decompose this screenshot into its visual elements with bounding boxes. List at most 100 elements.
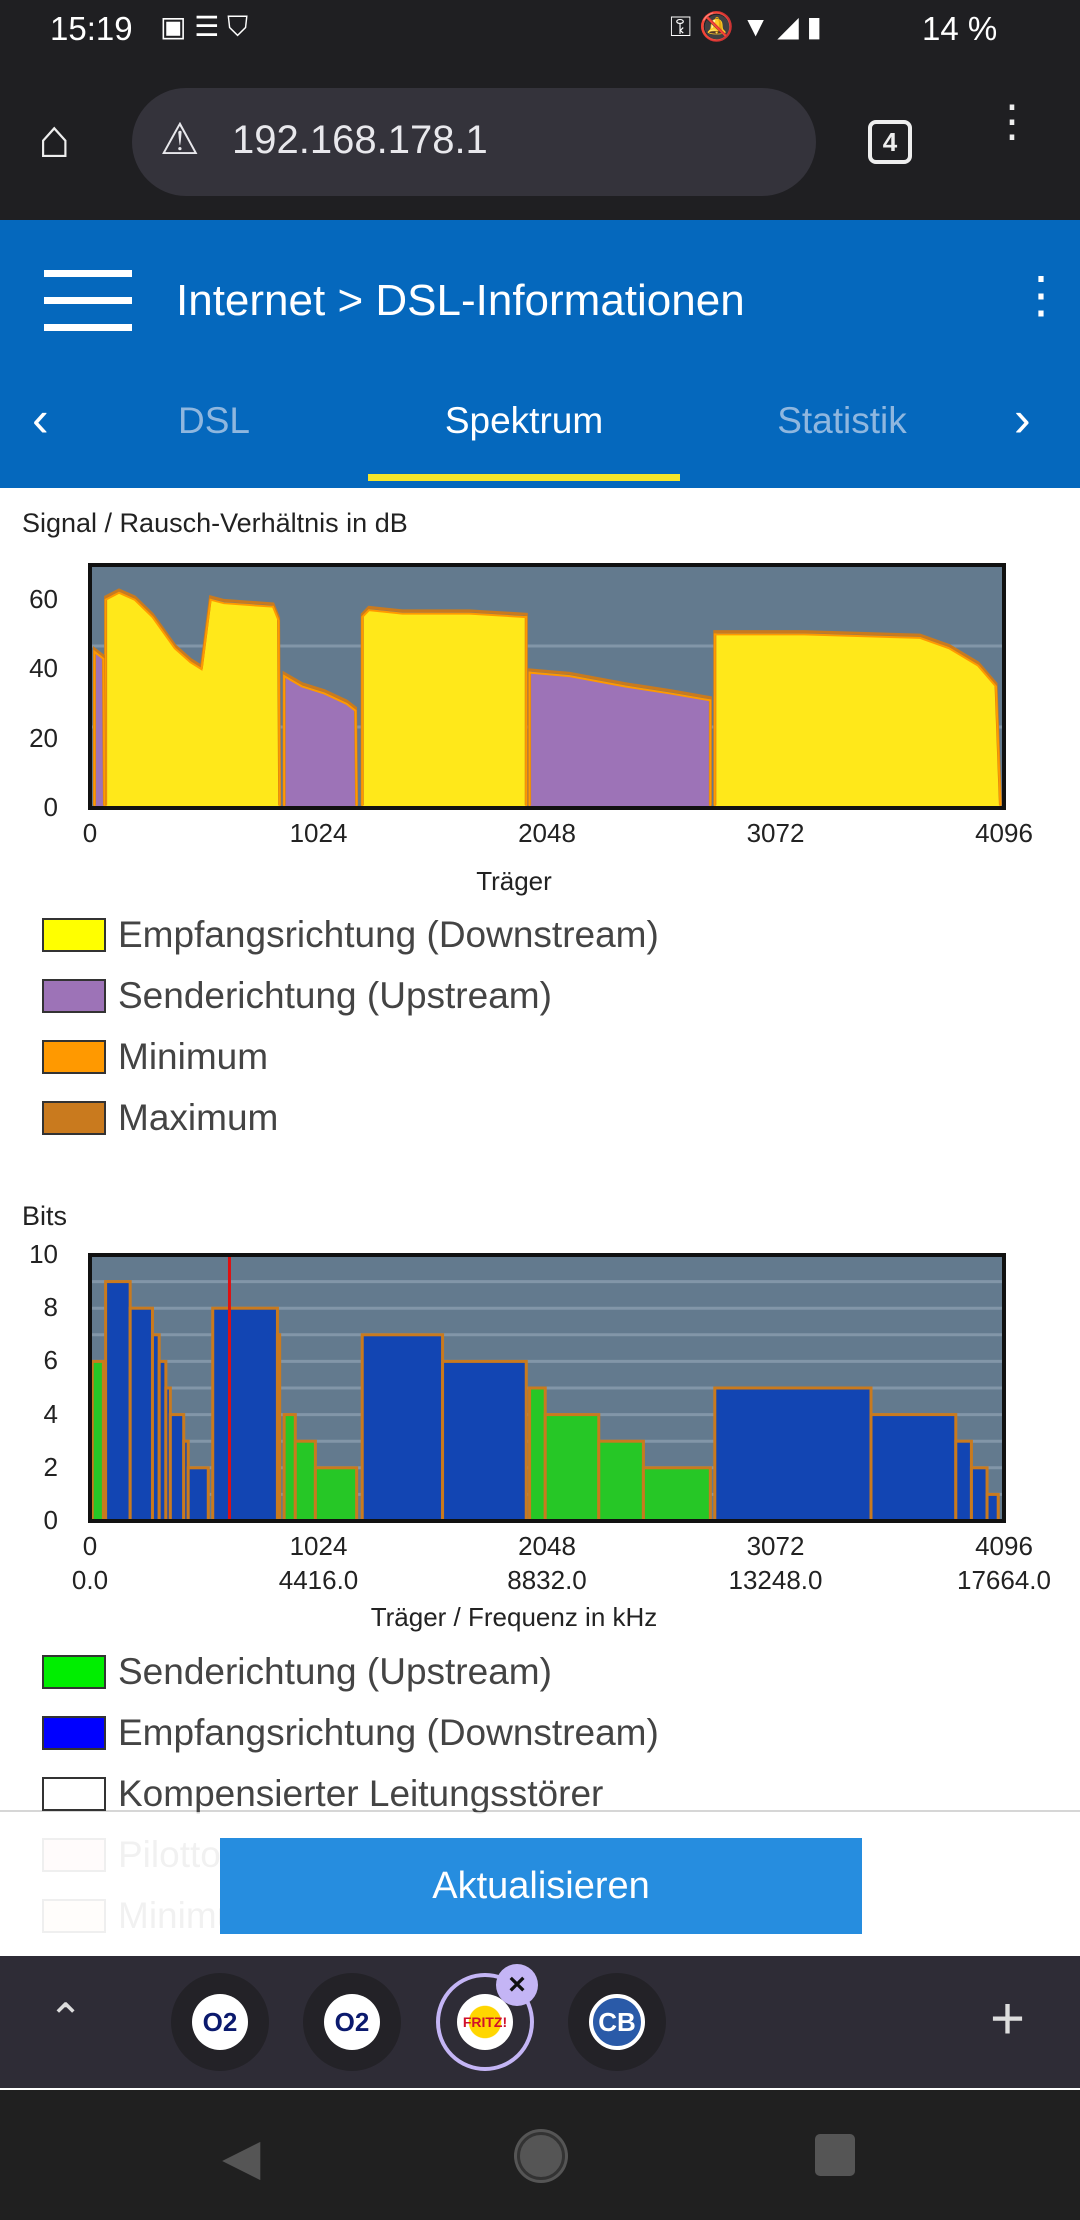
legend-swatch [42, 1040, 106, 1074]
snr-minimum-line [528, 671, 712, 808]
tabs-next-icon[interactable]: › [1014, 391, 1031, 447]
home-nav-icon[interactable] [517, 2132, 565, 2180]
legend-swatch [42, 1655, 106, 1689]
breadcrumb-page: DSL-Informationen [375, 276, 745, 325]
browser-menu-icon[interactable]: ⋮ [990, 97, 1034, 146]
url-text[interactable]: 192.168.178.1 [232, 118, 488, 162]
tab-o2-1[interactable]: O2 [171, 1973, 269, 2071]
url-bar[interactable]: ⚠ 192.168.178.1 [132, 88, 816, 196]
legend-swatch [42, 918, 106, 952]
snr-maximum-line [104, 588, 282, 806]
bits-bar-downstream [168, 1413, 186, 1523]
legend-item[interactable]: Senderichtung (Upstream) [42, 975, 552, 1016]
status-bar: 15:19 ▣ ☰ ⛉ ⚿ 🔕 ▼ ◢ ▮ 14 % [0, 0, 1080, 64]
snr-chart [88, 563, 1006, 810]
warning-icon[interactable]: ⚠ [160, 115, 200, 164]
bits-y-tick: 10 [29, 1239, 58, 1269]
plot-frame [88, 563, 1006, 810]
close-tab-icon[interactable]: × [496, 1964, 538, 2006]
tab-spektrum[interactable]: Spektrum [444, 400, 604, 441]
bits-frequency-tick: 13248.0 [728, 1565, 823, 1595]
bits-x-tick: 0 [82, 1531, 98, 1561]
breadcrumb: Internet > DSL-Informationen [176, 276, 745, 326]
snr-area-downstream [714, 634, 1001, 808]
bits-bar-upstream [641, 1466, 712, 1523]
bits-bar-upstream [597, 1439, 645, 1523]
bits-x-tick: 2048 [518, 1531, 576, 1561]
active-tab-indicator [368, 474, 680, 481]
snr-y-tick: 40 [29, 653, 58, 684]
bits-y-tick: 2 [43, 1451, 58, 1482]
snr-minimum-line [361, 609, 528, 808]
legend-label: Empfangsrichtung (Downstream) [118, 914, 659, 955]
back-icon[interactable]: ◀ [222, 2129, 261, 2185]
bits-bar-downstream [869, 1413, 958, 1523]
snr-minimum-line [93, 649, 106, 809]
bits-frequency-tick: 17664.0 [957, 1565, 1051, 1595]
snr-maximum-line [528, 668, 712, 806]
breadcrumb-root[interactable]: Internet [176, 276, 326, 325]
tab-count-button[interactable]: 4 [868, 120, 912, 164]
bits-chart-title: Bits [22, 1201, 68, 1231]
legend-label: Senderichtung (Upstream) [118, 975, 552, 1016]
tab-statistik[interactable]: Statistik [777, 400, 907, 441]
legend-swatch [42, 1777, 106, 1811]
bits-frequency-tick: 4416.0 [278, 1565, 359, 1595]
bits-bar-downstream [186, 1466, 210, 1523]
bits-x-tick: 1024 [289, 1531, 348, 1561]
bits-bar-downstream [441, 1359, 528, 1523]
breadcrumb-separator: > [337, 276, 364, 325]
tabs-prev-icon[interactable]: ‹ [32, 391, 49, 447]
refresh-button[interactable]: Aktualisieren [220, 1838, 862, 1934]
bits-y-tick: 6 [43, 1345, 58, 1376]
tab-o2-2[interactable]: O2 [303, 1973, 401, 2071]
snr-area-upstream [94, 651, 105, 808]
snr-area-downstream [105, 592, 280, 808]
recents-icon[interactable] [815, 2134, 855, 2176]
bits-bar-downstream [360, 1333, 445, 1523]
bits-frequency-tick: 8832.0 [507, 1565, 587, 1595]
bits-x-axis-label-text: Träger / Frequenz in kHz [370, 1602, 658, 1632]
bits-x-tick: 4096 [975, 1531, 1033, 1561]
tab-dsl[interactable]: DSL [178, 400, 250, 441]
bits-bar-downstream [954, 1439, 973, 1523]
snr-x-axis-label: Träger [0, 866, 1028, 897]
home-icon[interactable]: ⌂ [38, 109, 71, 169]
snr-minimum-line [283, 674, 358, 809]
o2-logo-icon: O2 [192, 1994, 248, 2050]
battery-percent: 14 % [922, 10, 998, 47]
legend-item[interactable]: Empfangsrichtung (Downstream) [42, 1712, 659, 1753]
legend-item[interactable]: Minimum [42, 1036, 268, 1077]
bits-bar-downstream [211, 1306, 279, 1523]
bits-y-tick: 8 [43, 1292, 58, 1323]
plot-frame [88, 1253, 1006, 1523]
snr-minimum-line [104, 591, 281, 809]
bits-bar-upstream [528, 1386, 547, 1523]
bits-bar-upstream [543, 1413, 601, 1523]
snr-y-tick: 0 [43, 792, 58, 822]
legend-label: Maximum [118, 1097, 279, 1138]
legend-item[interactable]: Empfangsrichtung (Downstream) [42, 914, 659, 955]
snr-area-downstream [362, 610, 527, 808]
snr-x-tick: 1024 [289, 818, 348, 848]
snr-area-upstream [284, 676, 357, 808]
bits-frequency-tick: 0.0 [71, 1565, 109, 1595]
snr-maximum-line [713, 630, 1002, 806]
bits-y-tick: 0 [43, 1505, 58, 1535]
snr-maximum-line [360, 605, 528, 806]
legend-item[interactable]: Senderichtung (Upstream) [42, 1651, 552, 1692]
tab-fritzbox-active[interactable]: FRITZ! [436, 1973, 534, 2071]
new-tab-icon[interactable]: + [990, 1985, 1026, 2052]
bits-bar-downstream [969, 1466, 989, 1523]
kebab-menu-icon[interactable]: ⋮ [1016, 267, 1066, 323]
legend-item[interactable]: Maximum [42, 1097, 279, 1138]
tab-computerbase[interactable]: CB [568, 1973, 666, 2071]
hamburger-menu-icon[interactable] [44, 270, 132, 331]
legend-item[interactable]: Kompensierter Leitungsstörer [42, 1773, 603, 1814]
chevron-up-icon[interactable]: ⌃ [48, 1995, 84, 2042]
snr-y-tick: 60 [29, 583, 58, 614]
legend-swatch [42, 1101, 106, 1135]
snr-area-upstream [529, 672, 711, 808]
snr-x-tick: 2048 [518, 818, 576, 848]
bits-chart [88, 1253, 1006, 1523]
